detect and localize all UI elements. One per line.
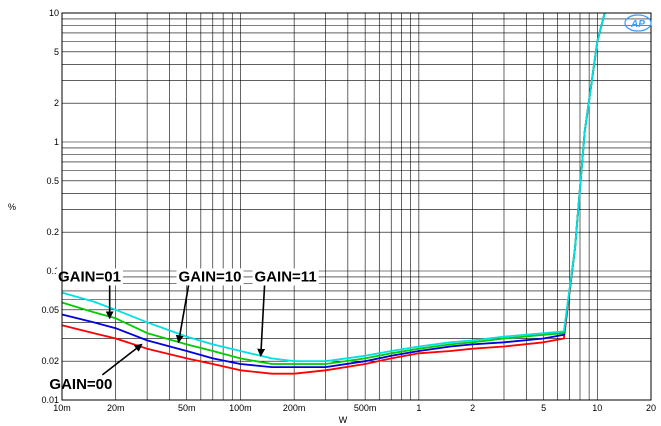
x-tick-label: 2 (470, 403, 475, 413)
x-tick-label: 200m (283, 403, 306, 413)
y-tick-label: 1 (54, 137, 59, 147)
y-tick-label: 0.5 (46, 176, 59, 186)
y-tick-label: 0.02 (41, 356, 59, 366)
plot-frame (61, 12, 652, 401)
annotation-label-1: GAIN=10 (179, 268, 242, 285)
annotation-arrow-2 (257, 285, 266, 357)
annotation-bg-1 (176, 268, 244, 286)
x-tick-label: 10 (592, 403, 602, 413)
x-axis-label: W (339, 415, 348, 425)
annotation-label-0: GAIN=01 (58, 268, 121, 285)
y-tick-label: 5 (54, 47, 59, 57)
x-tick-label: 50m (178, 403, 196, 413)
annotation-arrow-1 (175, 285, 190, 344)
x-tick-label: 1 (416, 403, 421, 413)
x-tick-label: 5 (541, 403, 546, 413)
y-tick-label: 0.01 (41, 395, 59, 405)
y-tick-label: 0.05 (41, 305, 59, 315)
annotation-bg-0 (56, 268, 123, 286)
annotation-bg-2 (252, 268, 319, 286)
y-tick-label: 0.1 (46, 266, 59, 276)
series-group (61, 12, 606, 375)
series-line-3 (61, 12, 606, 363)
annotation-arrow-3 (101, 343, 143, 376)
y-axis-label: % (8, 202, 16, 212)
x-tick-label: 10m (53, 403, 71, 413)
x-tick-label: 100m (229, 403, 252, 413)
x-tick-label: 20m (107, 403, 125, 413)
annotation-label-2: GAIN=11 (255, 268, 317, 285)
ap-logo: AP (624, 14, 652, 32)
series-line-2 (61, 12, 606, 365)
x-tick-label: 20 (646, 403, 656, 413)
series-line-1 (61, 12, 606, 369)
annotations: GAIN=01 GAIN=10 GAIN=11 GAIN=00 (47, 268, 319, 393)
annotation-label-3: GAIN=00 (49, 376, 112, 393)
tick-labels: 10m 20m 50m 100m 200m 500m 1 2 5 10 20 0.01 0.02 0.05… (41, 8, 656, 413)
ap-logo-text: AP (630, 19, 645, 30)
x-tick-label: 500m (354, 403, 377, 413)
y-tick-label: 10 (49, 8, 59, 18)
annotation-bg-3 (47, 375, 115, 393)
y-tick-label: 0.2 (46, 227, 59, 237)
y-tick-label: 2 (54, 98, 59, 108)
